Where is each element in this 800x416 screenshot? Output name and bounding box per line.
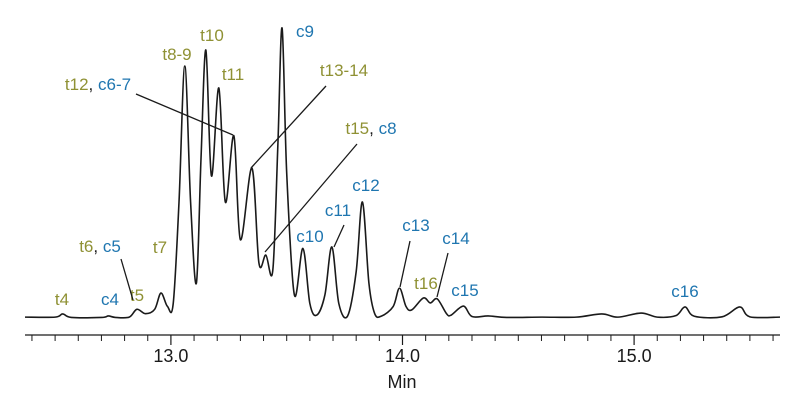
leader-line bbox=[120, 258, 134, 301]
peak-label-part: t5 bbox=[130, 286, 144, 305]
peak-label-part: c5 bbox=[103, 237, 121, 256]
peak-label: c10 bbox=[296, 227, 323, 246]
x-axis-label: Min bbox=[387, 372, 416, 392]
peak-label-part: c6-7 bbox=[98, 75, 131, 94]
peak-label-part: t10 bbox=[200, 26, 224, 45]
peak-label-part: c16 bbox=[671, 282, 698, 301]
x-tick-label: 14.0 bbox=[385, 346, 420, 366]
peak-label-part: c9 bbox=[296, 22, 314, 41]
peak-label-part: t15 bbox=[345, 119, 369, 138]
peak-label-part: c14 bbox=[442, 229, 469, 248]
peak-label: t10 bbox=[200, 26, 224, 45]
peak-label-part: c15 bbox=[451, 281, 478, 300]
peak-label-part: , bbox=[369, 119, 378, 138]
peak-label-part: c11 bbox=[325, 201, 351, 220]
leader-line bbox=[135, 93, 234, 136]
leader-line bbox=[264, 143, 358, 253]
peak-label-part: t8-9 bbox=[162, 45, 191, 64]
peak-label: c16 bbox=[671, 282, 698, 301]
peak-label-part: t12 bbox=[65, 75, 89, 94]
peak-label: t4 bbox=[55, 290, 69, 309]
peak-label-part: t16 bbox=[414, 274, 438, 293]
peak-label: c4 bbox=[101, 290, 119, 309]
peak-label-part: t13-14 bbox=[320, 61, 368, 80]
peak-label: t8-9 bbox=[162, 45, 191, 64]
peak-label-part: c4 bbox=[101, 290, 119, 309]
peak-label-part: c13 bbox=[402, 216, 429, 235]
peak-label-part: , bbox=[93, 237, 102, 256]
peak-label: t7 bbox=[153, 238, 167, 257]
peak-label-part: t7 bbox=[153, 238, 167, 257]
leader-line bbox=[250, 85, 327, 169]
peak-label-part: , bbox=[89, 75, 98, 94]
peak-label: c9 bbox=[296, 22, 314, 41]
peak-label-part: c8 bbox=[379, 119, 397, 138]
chromatogram-trace bbox=[24, 27, 781, 319]
peak-label: c11 bbox=[325, 201, 351, 220]
x-tick-label: 15.0 bbox=[617, 346, 652, 366]
x-tick-label: 13.0 bbox=[153, 346, 188, 366]
peak-label: t15, c8 bbox=[345, 119, 396, 138]
leader-line bbox=[333, 224, 345, 248]
peak-label: t11 bbox=[222, 65, 244, 84]
peak-label: t16 bbox=[414, 274, 438, 293]
peak-label-part: c10 bbox=[296, 227, 323, 246]
peak-label: c13 bbox=[402, 216, 429, 235]
leader-line bbox=[399, 240, 411, 288]
peak-label-part: t6 bbox=[79, 237, 93, 256]
peak-label-part: t11 bbox=[222, 65, 244, 84]
peak-label: t6, c5 bbox=[79, 237, 121, 256]
leader-line bbox=[436, 252, 449, 298]
peak-label: c14 bbox=[442, 229, 469, 248]
peak-label: t12, c6-7 bbox=[65, 75, 131, 94]
peak-label: t5 bbox=[130, 286, 144, 305]
peak-label-part: t4 bbox=[55, 290, 69, 309]
peak-label: c15 bbox=[451, 281, 478, 300]
peak-label: t13-14 bbox=[320, 61, 368, 80]
peak-label-part: c12 bbox=[352, 176, 379, 195]
peak-label: c12 bbox=[352, 176, 379, 195]
